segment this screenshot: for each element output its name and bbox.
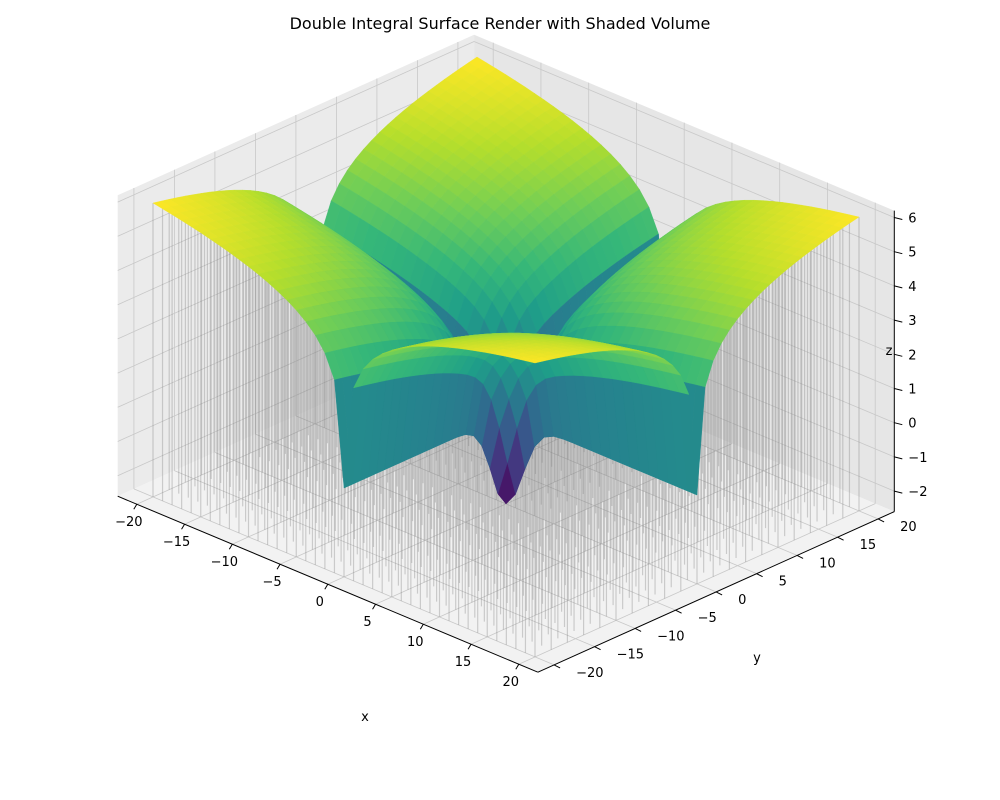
x-tick-mark — [372, 603, 376, 610]
x-ticks: −20 −15 −10 −5 0 5 10 15 20 — [115, 503, 520, 690]
y-tick-mark — [796, 554, 804, 559]
z-axis-label: z — [886, 344, 893, 359]
x-tick-label: 10 — [407, 635, 424, 650]
z-tick-label: −1 — [908, 451, 927, 466]
y-tick-label: 0 — [738, 593, 746, 608]
x-tick-label: −15 — [163, 535, 190, 550]
x-axis-label: x — [361, 710, 369, 725]
x-tick-label: −5 — [262, 575, 281, 590]
y-tick-mark — [594, 646, 601, 651]
x-tick-label: 5 — [363, 615, 371, 630]
grid-line — [473, 41, 895, 218]
z-tick-label: 3 — [908, 314, 916, 329]
x-tick-mark — [324, 583, 329, 590]
y-tick-label: 5 — [779, 575, 787, 590]
x-tick-label: −10 — [211, 555, 238, 570]
y-tick-label: −20 — [576, 666, 603, 681]
z-tick-mark — [894, 490, 903, 494]
z-tick-label: −2 — [908, 485, 927, 500]
grid-line — [174, 470, 595, 648]
z-tick-mark — [894, 319, 903, 323]
x-tick-label: 0 — [316, 595, 324, 610]
y-tick-label: 10 — [819, 556, 836, 571]
y-tick-mark — [756, 573, 763, 578]
z-tick-label: 1 — [908, 383, 916, 398]
y-tick-mark — [877, 518, 885, 523]
chart-title: Double Integral Surface Render with Shad… — [290, 14, 711, 33]
x-tick-label: −20 — [115, 515, 142, 530]
y-tick-label: 15 — [860, 538, 877, 553]
y-tick-mark — [675, 609, 682, 614]
z-tick-mark — [894, 388, 903, 391]
x-tick-mark — [228, 543, 233, 550]
x-axis-line — [117, 495, 539, 673]
z-tick-label: 6 — [908, 212, 916, 227]
z-tick-mark — [894, 217, 903, 220]
x-tick-mark — [515, 663, 520, 670]
y-tick-label: −5 — [698, 611, 717, 626]
x-tick-label: 15 — [455, 655, 472, 670]
x-tick-mark — [276, 563, 281, 570]
surface-facet — [525, 358, 544, 364]
y-tick-mark — [837, 536, 844, 541]
z-tick-mark — [894, 251, 903, 255]
y-tick-label: 20 — [900, 520, 917, 535]
grid-line — [214, 452, 636, 629]
y-tick-mark — [715, 591, 723, 596]
x-tick-mark — [181, 523, 185, 530]
grid-line — [117, 41, 475, 203]
z-tick-label: 0 — [908, 417, 916, 432]
x-tick-mark — [467, 643, 472, 650]
y-axis-label: y — [753, 651, 761, 666]
grid-line — [133, 488, 555, 666]
z-tick-label: 5 — [908, 246, 916, 261]
y-tick-mark — [634, 627, 642, 632]
z-tick-label: 4 — [908, 280, 916, 295]
z-tick-mark — [894, 456, 903, 460]
z-ticks: −2 −1 0 1 2 3 4 5 6 — [894, 212, 927, 500]
x-tick-mark — [133, 503, 138, 510]
surface-plot — [152, 56, 860, 505]
grid-line — [255, 433, 676, 611]
y-tick-label: −10 — [657, 629, 684, 644]
y-tick-mark — [553, 664, 561, 669]
x-tick-label: 20 — [503, 675, 520, 690]
y-ticks: −20 −15 −10 −5 0 5 10 15 20 — [553, 518, 917, 681]
y-tick-label: −15 — [617, 648, 644, 663]
z-tick-mark — [894, 422, 903, 426]
z-tick-mark — [894, 353, 903, 357]
x-tick-mark — [419, 623, 424, 630]
z-tick-mark — [894, 285, 903, 289]
z-tick-label: 2 — [908, 348, 916, 363]
